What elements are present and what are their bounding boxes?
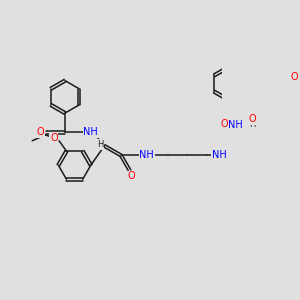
- Text: NH: NH: [212, 151, 226, 160]
- Text: O: O: [127, 171, 135, 181]
- Text: O: O: [220, 118, 228, 129]
- Text: NH: NH: [83, 127, 98, 137]
- Text: O: O: [37, 127, 44, 137]
- Text: O: O: [249, 114, 256, 124]
- Text: NH: NH: [140, 151, 154, 160]
- Text: O: O: [50, 133, 58, 143]
- Text: H: H: [97, 140, 103, 149]
- Text: O: O: [290, 72, 298, 82]
- Text: NH: NH: [228, 120, 243, 130]
- Text: H: H: [250, 120, 256, 129]
